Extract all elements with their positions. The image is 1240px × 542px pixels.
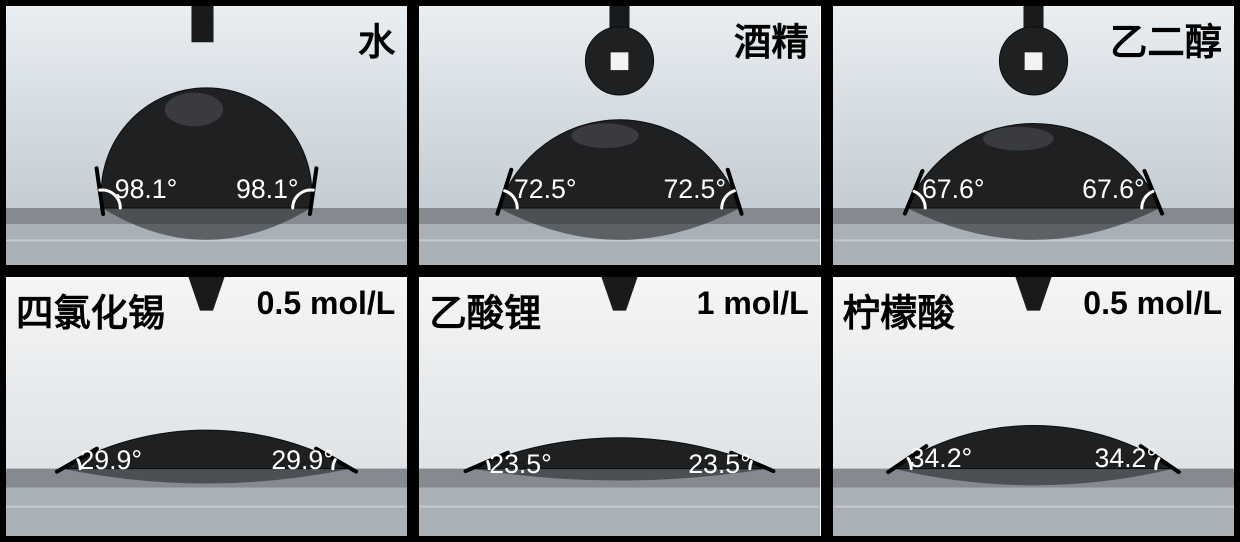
- label-glycol: 乙二醇: [1110, 12, 1222, 66]
- angle-right-liace: 23.5°: [688, 449, 751, 480]
- concentration-sncl4: 0.5 mol/L: [257, 285, 396, 322]
- label-water: 水: [358, 12, 395, 66]
- label-sncl4: 四氯化锡: [16, 283, 165, 337]
- angle-right-citric: 34.2°: [1094, 443, 1157, 474]
- panel-liace: 乙酸锂 1 mol/L 23.5° 23.5°: [413, 271, 826, 542]
- panel-water: 水 98.1° 98.1°: [0, 0, 413, 271]
- angle-left-water: 98.1°: [115, 174, 178, 205]
- concentration-citric: 0.5 mol/L: [1083, 285, 1222, 322]
- figure-grid: 水 98.1° 98.1° 酒精 72.5° 72.5° 乙二醇 67.6° 67.6° 四…: [0, 0, 1240, 542]
- angle-left-alcohol: 72.5°: [514, 174, 577, 205]
- label-citric: 柠檬酸: [843, 283, 955, 337]
- label-alcohol: 酒精: [734, 12, 809, 66]
- panel-alcohol: 酒精 72.5° 72.5°: [413, 0, 826, 271]
- label-liace: 乙酸锂: [429, 283, 541, 337]
- angle-left-sncl4: 29.9°: [79, 445, 142, 476]
- panel-glycol: 乙二醇 67.6° 67.6°: [827, 0, 1240, 271]
- scene-water: [6, 6, 407, 265]
- angle-right-sncl4: 29.9°: [271, 445, 334, 476]
- panel-citric: 柠檬酸 0.5 mol/L 34.2° 34.2°: [827, 271, 1240, 542]
- concentration-liace: 1 mol/L: [697, 285, 809, 322]
- panel-sncl4: 四氯化锡 0.5 mol/L 29.9° 29.9°: [0, 271, 413, 542]
- angle-right-alcohol: 72.5°: [663, 174, 726, 205]
- angle-left-glycol: 67.6°: [922, 174, 985, 205]
- angle-right-water: 98.1°: [236, 174, 299, 205]
- angle-left-liace: 23.5°: [489, 449, 552, 480]
- angle-right-glycol: 67.6°: [1082, 174, 1145, 205]
- angle-left-citric: 34.2°: [910, 443, 973, 474]
